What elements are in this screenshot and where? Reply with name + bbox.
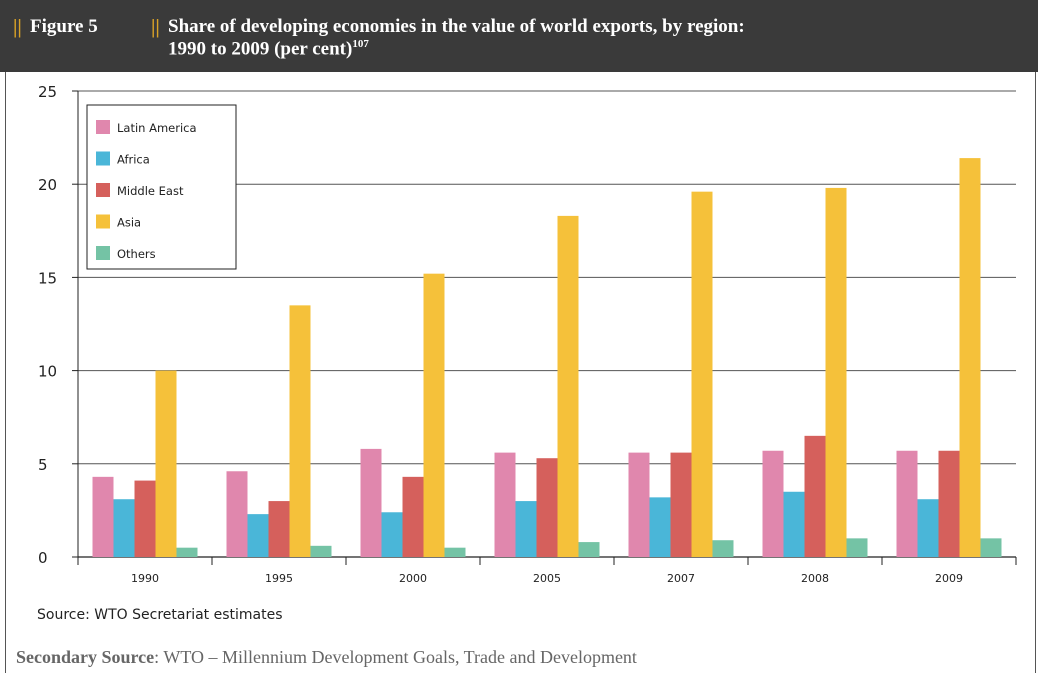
figure-title-text: 1990 to 2009 (per cent): [168, 38, 353, 60]
bar-chart: 0 5 10 15 20 25 1990 1995 2000 2005 2007 2008 2009 La…: [38, 83, 1017, 585]
figure-number: Figure 5: [30, 16, 98, 37]
bar: [247, 514, 269, 557]
y-tick-label: 10: [38, 363, 57, 381]
bar: [649, 497, 671, 557]
bar: [628, 452, 650, 557]
legend-box: [86, 104, 237, 270]
figure-title-line1: Share of developing economies in the val…: [168, 16, 745, 37]
bar: [980, 538, 1002, 557]
x-tick-label: 1990: [131, 572, 159, 585]
legend-swatch: [96, 183, 110, 197]
bar: [92, 476, 114, 557]
bar: [155, 370, 177, 557]
bar: [515, 501, 537, 557]
bar: [176, 547, 198, 557]
secondary-source: Secondary Source: WTO – Millennium Devel…: [16, 647, 637, 668]
bar: [113, 499, 135, 557]
secondary-source-text: : WTO – Millennium Development Goals, Tr…: [154, 647, 637, 667]
y-tick-label: 25: [38, 83, 57, 101]
bar: [959, 158, 981, 557]
legend-swatch: [96, 120, 110, 134]
legend-label: Middle East: [117, 184, 184, 198]
y-tick-label: 0: [38, 549, 48, 567]
figure-header: || Figure 5 || Share of developing econo…: [0, 0, 1038, 72]
bar: [691, 191, 713, 557]
legend-label: Africa: [117, 153, 150, 167]
bar: [423, 273, 445, 557]
x-tick-label: 2007: [667, 572, 695, 585]
bar: [825, 187, 847, 557]
bar: [536, 458, 558, 557]
bar: [444, 547, 466, 557]
bar: [762, 450, 784, 557]
bar: [289, 305, 311, 557]
legend-swatch: [96, 246, 110, 260]
x-tick-label: 2008: [801, 572, 829, 585]
bar: [381, 512, 403, 557]
chart-source: Source: WTO Secretariat estimates: [37, 607, 283, 623]
legend-swatch: [96, 151, 110, 166]
secondary-source-label: Secondary Source: [16, 647, 155, 667]
bar: [226, 471, 248, 557]
x-tick-label: 2000: [399, 572, 427, 585]
bar: [846, 538, 868, 557]
bar: [578, 542, 600, 557]
figure-title-line2: 1990 to 2009 (per cent)107: [168, 38, 369, 60]
x-tick-label: 1995: [265, 572, 293, 585]
bar: [310, 545, 332, 557]
legend-swatch: [96, 214, 110, 229]
bar: [670, 452, 692, 557]
bar: [360, 448, 382, 557]
y-tick-label: 5: [38, 456, 48, 474]
bar: [268, 501, 290, 557]
legend-label: Asia: [117, 216, 141, 230]
figure-marker: ||: [13, 16, 22, 38]
y-tick-label: 15: [38, 269, 57, 287]
bar: [402, 476, 424, 557]
figure-frame: [5, 72, 1036, 673]
legend-label: Latin America: [117, 121, 197, 135]
bar: [557, 215, 579, 557]
legend-label: Others: [117, 247, 156, 261]
bar: [712, 540, 734, 557]
figure-marker-2: ||: [151, 16, 160, 38]
y-tick-label: 20: [38, 176, 57, 194]
bar: [494, 452, 516, 557]
x-tick-label: 2009: [935, 572, 963, 585]
bar: [938, 450, 960, 557]
bar: [134, 480, 156, 557]
bar: [917, 499, 939, 557]
x-tick-label: 2005: [533, 572, 561, 585]
bar: [804, 435, 826, 557]
bar: [896, 450, 918, 557]
figure-footnote: 107: [352, 38, 369, 50]
bar: [783, 491, 805, 557]
